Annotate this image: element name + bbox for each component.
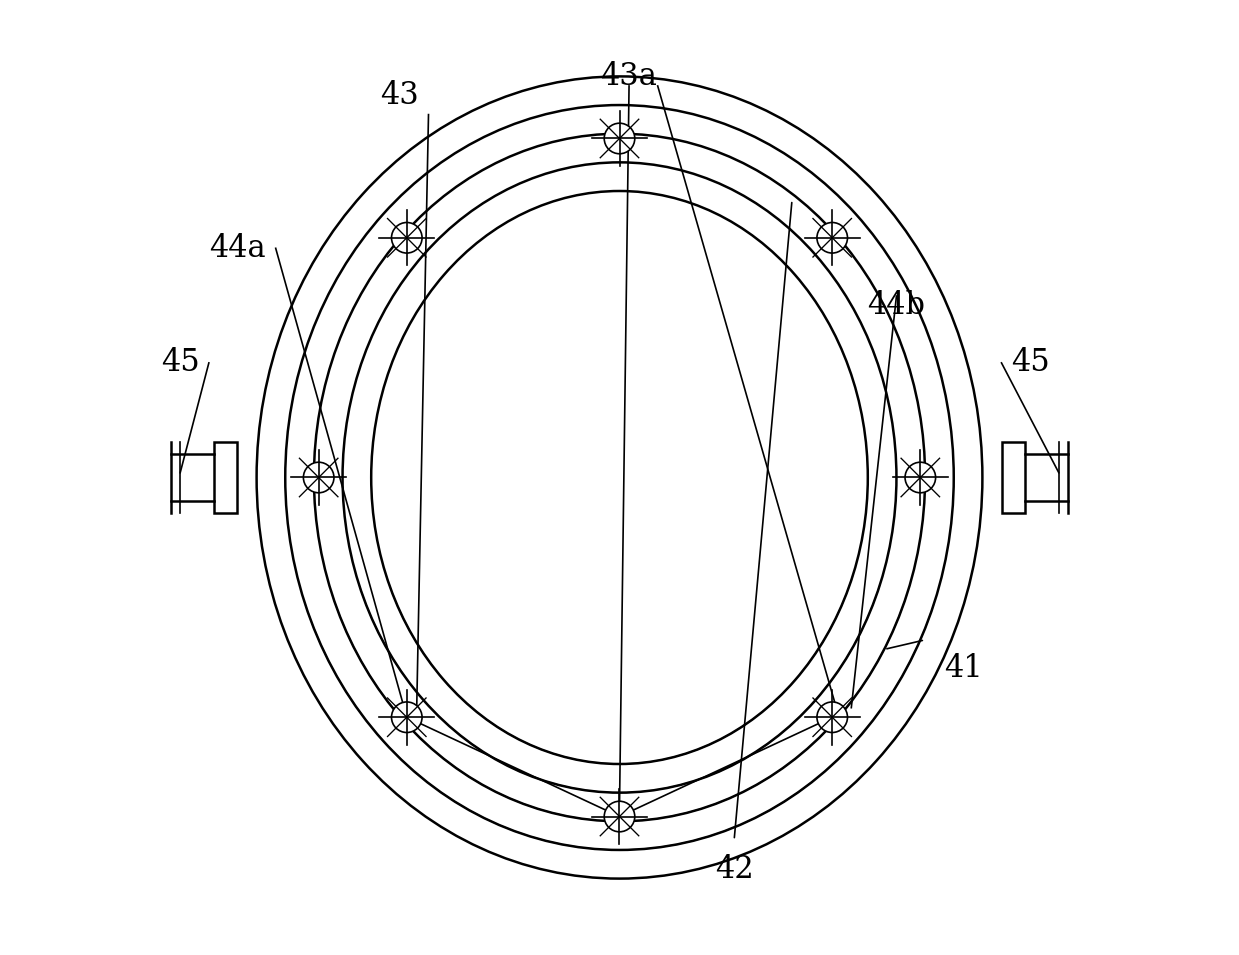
Text: 43: 43 xyxy=(380,80,419,111)
Text: 41: 41 xyxy=(944,653,983,684)
Circle shape xyxy=(304,462,335,493)
FancyBboxPatch shape xyxy=(1001,441,1026,514)
Text: 45: 45 xyxy=(161,348,199,378)
Text: 42: 42 xyxy=(715,854,753,884)
Text: 45: 45 xyxy=(1011,348,1049,378)
Circle shape xyxy=(817,702,847,732)
Circle shape xyxy=(605,801,634,832)
Circle shape xyxy=(904,462,935,493)
Text: 43a: 43a xyxy=(601,61,658,92)
Circle shape xyxy=(605,123,634,154)
Text: 44a: 44a xyxy=(209,233,266,264)
Text: 44b: 44b xyxy=(867,290,926,321)
FancyBboxPatch shape xyxy=(213,441,238,514)
Circle shape xyxy=(817,223,847,253)
Circle shape xyxy=(392,223,422,253)
Circle shape xyxy=(392,702,422,732)
